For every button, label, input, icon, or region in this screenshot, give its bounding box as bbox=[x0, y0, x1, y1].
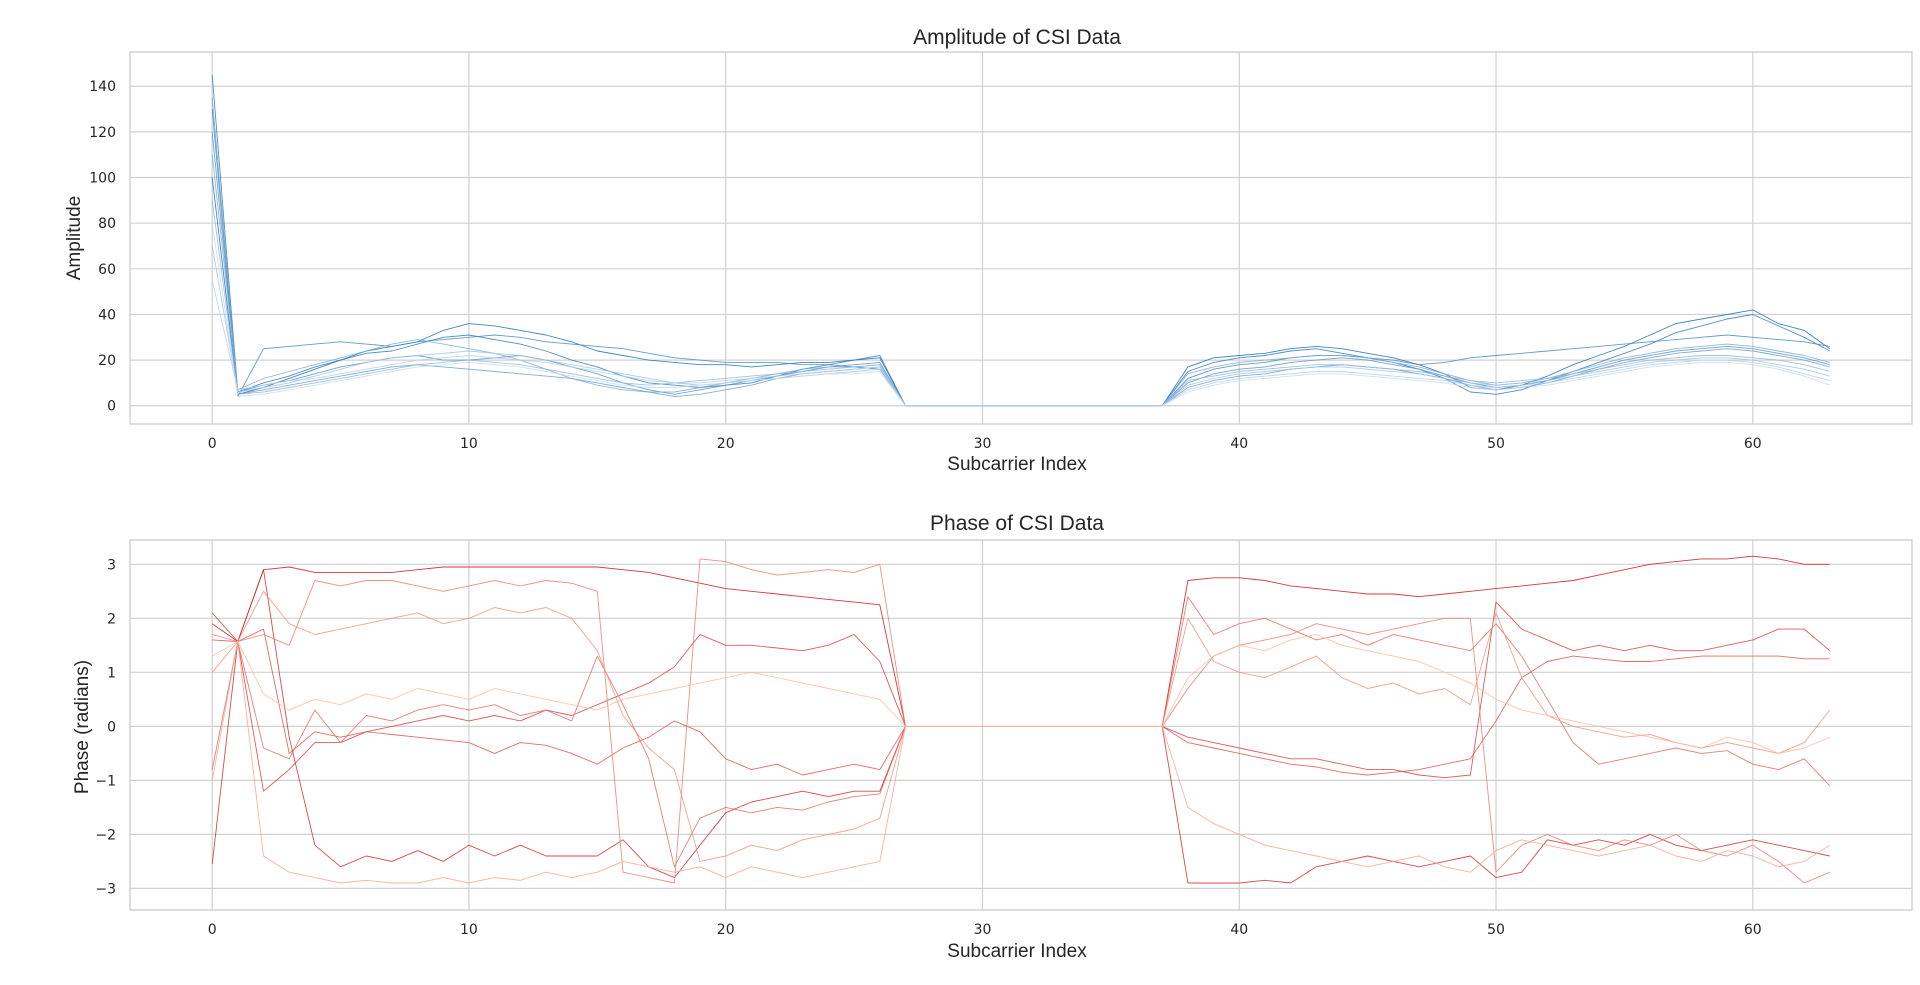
amplitude-x-tick-label: 0 bbox=[208, 436, 217, 452]
phase-series-line-1 bbox=[211, 555, 1830, 727]
amplitude-x-tick-label: 20 bbox=[717, 436, 735, 452]
amplitude-y-tick-label: 120 bbox=[89, 125, 116, 141]
phase-x-tick-label: 60 bbox=[1744, 922, 1762, 938]
amplitude-plot-frame bbox=[129, 51, 1913, 425]
phase-series-line-9 bbox=[211, 634, 1830, 754]
amplitude-y-axis-label: Amplitude bbox=[64, 196, 85, 281]
amplitude-series-line-2 bbox=[211, 74, 1831, 407]
phase-y-axis-label: Phase (radians) bbox=[72, 660, 93, 794]
phase-y-tick-label: −3 bbox=[95, 881, 116, 897]
phase-y-tick-label: −1 bbox=[95, 773, 116, 789]
amplitude-series-line-10 bbox=[211, 223, 1830, 407]
phase-x-tick-label: 10 bbox=[460, 922, 478, 938]
phase-series-line-8 bbox=[211, 641, 1831, 884]
phase-x-tick-label: 20 bbox=[717, 922, 735, 938]
phase-series-line-4 bbox=[212, 628, 1830, 776]
phase-y-tick-label: 2 bbox=[107, 611, 116, 627]
amplitude-chart-title: Amplitude of CSI Data bbox=[913, 26, 1121, 49]
phase-series-line-5 bbox=[211, 596, 1831, 868]
phase-x-tick-label: 0 bbox=[208, 922, 217, 938]
phase-x-tick-label: 40 bbox=[1230, 922, 1248, 938]
amplitude-x-tick-label: 40 bbox=[1230, 436, 1248, 452]
amplitude-x-tick-label: 60 bbox=[1744, 436, 1762, 452]
amplitude-x-tick-label: 50 bbox=[1487, 436, 1505, 452]
amplitude-y-tick-label: 0 bbox=[107, 399, 116, 415]
amplitude-y-tick-label: 60 bbox=[98, 262, 116, 278]
amplitude-y-tick-label: 20 bbox=[98, 353, 116, 369]
amplitude-series-line-9 bbox=[211, 280, 1830, 407]
amplitude-panel: Amplitude of CSI Data Subcarrier Index A… bbox=[64, 26, 1913, 475]
phase-panel: Phase of CSI Data Subcarrier Index Phase… bbox=[72, 512, 1913, 962]
phase-y-tick-label: −2 bbox=[95, 827, 116, 843]
amplitude-x-tick-label: 10 bbox=[460, 436, 478, 452]
amplitude-grid bbox=[130, 52, 1912, 424]
amplitude-x-tick-label: 30 bbox=[974, 436, 992, 452]
phase-x-tick-label: 50 bbox=[1487, 922, 1505, 938]
amplitude-y-tick-label: 40 bbox=[98, 307, 116, 323]
amplitude-y-tick-label: 140 bbox=[89, 79, 116, 95]
phase-grid bbox=[130, 540, 1912, 910]
amplitude-x-axis-label: Subcarrier Index bbox=[947, 454, 1087, 475]
amplitude-series-line-8 bbox=[211, 245, 1830, 407]
amplitude-y-tick-label: 100 bbox=[89, 171, 116, 187]
phase-plot-frame bbox=[129, 539, 1913, 911]
phase-x-tick-label: 30 bbox=[974, 922, 992, 938]
phase-chart-title: Phase of CSI Data bbox=[930, 512, 1104, 535]
amplitude-y-tick-label: 80 bbox=[98, 216, 116, 232]
phase-y-tick-label: 1 bbox=[107, 665, 116, 681]
amplitude-series-line-7 bbox=[211, 200, 1830, 407]
phase-y-tick-label: 3 bbox=[107, 557, 116, 573]
phase-x-axis-label: Subcarrier Index bbox=[947, 941, 1087, 962]
phase-y-tick-label: 0 bbox=[107, 719, 116, 735]
